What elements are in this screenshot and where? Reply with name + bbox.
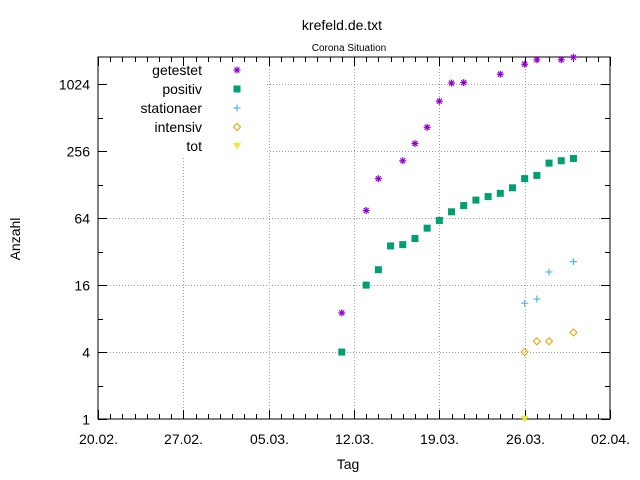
legend-label: stationaer [141,100,203,116]
legend-label: intensiv [155,119,202,135]
data-point-getestet [411,140,419,148]
y-tick-label: 16 [74,278,90,294]
chart-title: krefeld.de.txt [302,17,382,33]
data-point-getestet [448,79,456,87]
data-point-getestet [460,79,468,87]
data-point-positiv [411,234,419,242]
y-tick-label: 256 [67,144,91,160]
legend-label: getestet [152,62,202,78]
data-point-getestet [399,157,407,165]
x-tick-label: 26.03. [506,431,545,447]
data-point-intensiv [520,347,529,357]
y-tick-label: 4 [82,345,90,361]
x-tick-labels: 20.02. 27.02. 05.03. 12.03. 19.03. 26.03. 02.0… [79,431,630,447]
legend-marker-intensiv [232,122,242,132]
data-point-positiv [362,281,370,289]
data-point-getestet [496,70,504,78]
data-point-positiv [569,155,577,163]
data-point-intensiv [544,337,554,346]
data-point-positiv [521,175,529,183]
data-point-getestet [557,56,565,64]
data-point-positiv [448,208,456,216]
legend-marker-tot [233,142,241,150]
x-tick-label: 12.03. [335,431,374,447]
x-tick-label: 20.02. [79,431,118,447]
data-point-getestet [423,123,431,131]
data-point-stationaer [569,258,577,266]
legend-marker-stationaer [233,104,241,112]
x-tick-label: 27.02. [164,431,203,447]
chart-subtitle: Corona Situation [312,43,387,54]
data-point-positiv [435,216,443,224]
grid [98,57,610,419]
y-tick-label: 64 [74,211,90,227]
data-points [338,53,578,423]
data-point-positiv [423,224,431,232]
x-tick-label: 19.03. [420,431,459,447]
y-tick-label: 1 [82,412,90,428]
legend-marker-getestet [233,66,241,74]
data-point-positiv [399,241,407,249]
data-point-tot [520,415,529,423]
data-point-positiv [374,266,382,274]
data-point-getestet [374,175,382,183]
y-axis-label: Anzahl [7,218,23,261]
data-point-positiv [496,189,504,197]
y-tick-labels: 1 4 16 64 256 1024 [59,77,90,428]
data-point-positiv [460,202,468,210]
data-point-intensiv [532,337,542,346]
data-point-getestet [521,60,529,68]
legend-label: tot [186,138,202,154]
x-axis-label: Tag [337,456,360,472]
data-point-getestet [435,97,443,105]
x-tick-label: 05.03. [250,431,289,447]
data-point-positiv [338,348,346,356]
data-point-stationaer [521,299,529,307]
data-point-getestet [338,309,346,317]
x-tick-label: 02.04. [591,431,630,447]
data-point-positiv [545,159,553,167]
data-point-getestet [569,53,577,61]
data-point-intensiv [569,328,578,337]
data-point-getestet [362,206,370,214]
data-point-stationaer [545,268,553,276]
data-point-stationaer [533,295,541,303]
data-point-positiv [557,157,565,165]
data-point-positiv [472,196,480,204]
data-point-positiv [508,184,516,192]
legend-marker-positiv [233,85,241,93]
data-point-positiv [484,193,492,201]
y-tick-label: 1024 [59,77,90,93]
legend-label: positiv [162,81,202,97]
data-point-positiv [533,171,541,179]
data-point-positiv [387,242,395,250]
legend: getestet positiv stationaer intensiv tot [141,62,242,154]
data-point-getestet [533,56,541,64]
